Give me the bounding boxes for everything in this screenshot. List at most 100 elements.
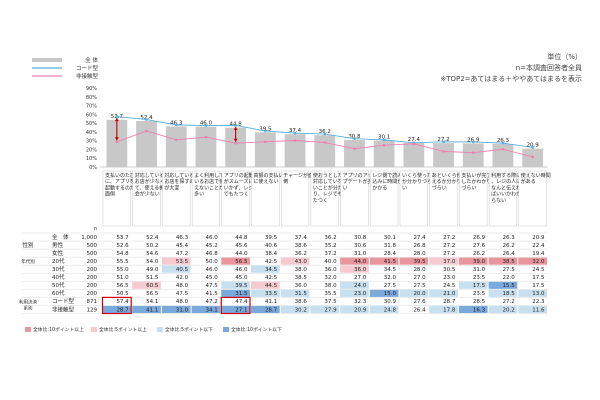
table-cell-value: 27.2 xyxy=(443,251,455,257)
table-cell-value: 45.0 xyxy=(235,275,248,281)
table-cell-value: 40.5 xyxy=(176,267,189,273)
highlight-cell xyxy=(488,257,518,265)
table-cell-value: 31.0 xyxy=(473,267,486,273)
highlight-cell xyxy=(429,289,458,297)
highlight-cell xyxy=(488,281,518,289)
row-n: 129 xyxy=(87,307,98,313)
highlight-cell xyxy=(488,305,518,313)
y-tick-label: 20% xyxy=(86,147,97,153)
table-cell-value: 47.2 xyxy=(206,299,218,305)
category-box xyxy=(459,170,488,227)
table-cell-value: 34.5 xyxy=(384,267,397,273)
series-point xyxy=(115,140,119,144)
category-label: よく利用しているお店で使えないことが多い xyxy=(194,172,224,198)
category-box xyxy=(518,170,547,227)
highlight-cell xyxy=(458,305,488,313)
table-cell-value: 45.4 xyxy=(176,243,189,249)
table-cell-value: 30.1 xyxy=(384,235,396,241)
series-point xyxy=(501,141,505,145)
table-cell-value: 34.1 xyxy=(206,307,218,313)
bar-value-label: 30.8 xyxy=(348,134,361,140)
category-box xyxy=(132,170,161,227)
bar-all xyxy=(165,126,187,167)
table-cell-value: 27.0 xyxy=(354,275,367,281)
table-cell-value: 27.1 xyxy=(235,307,247,313)
bar-all xyxy=(106,119,128,167)
highlight-cell xyxy=(221,257,250,265)
highlight-cell xyxy=(458,257,488,265)
table-cell-value: 54.1 xyxy=(146,299,158,305)
table-cell-value: 27.5 xyxy=(413,283,426,289)
table-cell-value: 39.5 xyxy=(235,283,248,289)
series-point xyxy=(531,155,534,159)
table-cell-value: 27.6 xyxy=(473,243,486,249)
table-cell-value: 38.4 xyxy=(265,251,278,257)
table-cell-value: 51.5 xyxy=(146,275,159,281)
table-cell-value: 50.2 xyxy=(146,243,158,249)
y-tick-label: 30% xyxy=(86,139,97,145)
category-box xyxy=(429,170,458,227)
category-box xyxy=(221,170,250,227)
highlight-cell xyxy=(518,257,547,265)
emphasis-box xyxy=(220,296,251,315)
highlight-cell xyxy=(251,281,280,289)
difference-arrow-head xyxy=(114,137,119,141)
table-cell-value: 16.3 xyxy=(473,307,486,313)
bar-value-label: 46.0 xyxy=(200,121,213,127)
bar-value-label: 30.1 xyxy=(378,135,390,141)
category-box xyxy=(370,170,399,227)
top2-note: ※TOP2=あてはまる＋ややあてはまるを表示 xyxy=(440,75,582,83)
table-cell-value: 22.4 xyxy=(532,243,545,249)
table-cell-value: 26.8 xyxy=(413,243,426,249)
highlight-cell xyxy=(251,289,280,297)
category-label: アプリの起動がスムーズにいかず、レジでもたつく xyxy=(224,172,254,198)
bar-value-label: 39.5 xyxy=(259,126,272,132)
footer-note-3: 全体比:10ポイント以下 xyxy=(231,326,282,333)
table-cell-value: 44.8 xyxy=(235,235,248,241)
row-n: 1,000 xyxy=(81,235,97,241)
series-point xyxy=(204,135,208,139)
y-tick-label: 10% xyxy=(86,156,97,162)
highlight-cell xyxy=(340,265,369,273)
bar-all xyxy=(225,127,247,167)
row-label: 非接触型 xyxy=(52,305,75,313)
table-cell-value: 32.3 xyxy=(354,299,367,305)
category-label: いくら使ったか分かりづらい xyxy=(402,172,432,191)
table-cell-value: 54.6 xyxy=(146,251,159,257)
highlight-cell xyxy=(340,281,369,289)
series-point xyxy=(471,151,475,154)
table-cell-value: 38.0 xyxy=(324,283,337,289)
row-group-label: 年代別 xyxy=(21,258,35,265)
table-cell-value: 45.2 xyxy=(206,243,218,249)
table-cell-value: 27.0 xyxy=(413,275,426,281)
highlight-cell xyxy=(429,305,458,313)
table-cell-value: 44.0 xyxy=(235,251,248,257)
table-cell-value: 24.5 xyxy=(443,283,456,289)
table-cell-value: 54.0 xyxy=(146,259,159,265)
table-cell-value: 46.0 xyxy=(206,267,219,273)
category-box xyxy=(310,170,339,227)
bar-all xyxy=(373,140,395,167)
table-cell-value: 42.5 xyxy=(265,259,278,265)
bar-value-label: 20.9 xyxy=(527,143,540,149)
table-cell-value: 28.0 xyxy=(413,267,426,273)
series-point xyxy=(442,140,445,144)
series-point xyxy=(353,147,356,150)
bar-all xyxy=(492,143,514,167)
table-cell-value: 36.2 xyxy=(324,235,336,241)
legend-swatch-0 xyxy=(32,58,62,62)
table-cell-value: 54.8 xyxy=(116,251,129,257)
table-cell-value: 15.5 xyxy=(503,283,516,289)
table-cell-value: 30.9 xyxy=(384,299,397,305)
table-cell-value: 57.4 xyxy=(116,299,129,305)
table-cell-value: 55.0 xyxy=(116,267,129,273)
table-cell-value: 38.5 xyxy=(503,259,516,265)
unit-note: 単位（%） xyxy=(547,53,582,61)
row-group-label: 性別 xyxy=(22,241,33,249)
table-cell-value: 42.5 xyxy=(265,275,278,281)
series-point xyxy=(531,146,534,149)
highlight-cell xyxy=(518,305,547,313)
difference-arrow-head xyxy=(233,138,238,142)
bar-all xyxy=(433,143,454,167)
table-cell-value: 47.2 xyxy=(176,251,188,257)
